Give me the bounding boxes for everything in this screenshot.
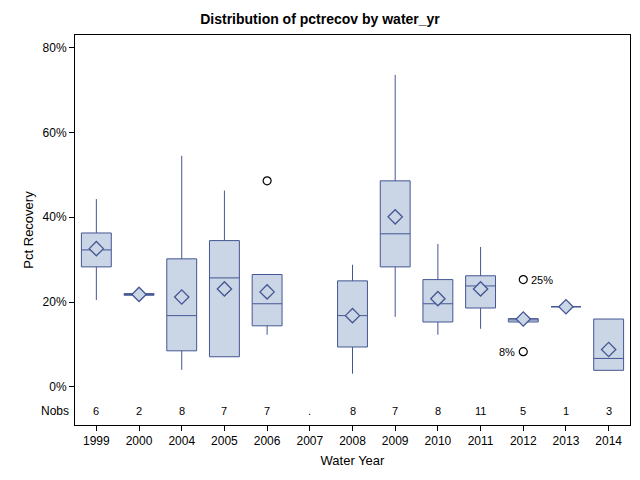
svg-text:5: 5	[520, 405, 526, 417]
svg-text:60%: 60%	[43, 126, 67, 140]
svg-text:Distribution of pctrecov by wa: Distribution of pctrecov by water_yr	[200, 11, 440, 27]
svg-text:1: 1	[563, 405, 569, 417]
svg-text:7: 7	[221, 405, 227, 417]
svg-text:2012: 2012	[510, 434, 537, 448]
svg-text:2004: 2004	[168, 434, 195, 448]
svg-text:6: 6	[93, 405, 99, 417]
svg-text:2009: 2009	[382, 434, 409, 448]
svg-text:1999: 1999	[83, 434, 110, 448]
svg-text:2011: 2011	[468, 434, 494, 448]
svg-text:11: 11	[475, 405, 486, 417]
svg-text:80%: 80%	[43, 41, 67, 55]
svg-text:Nobs: Nobs	[41, 404, 69, 418]
svg-text:Water Year: Water Year	[321, 453, 386, 468]
svg-text:.: .	[308, 405, 311, 417]
svg-text:2: 2	[136, 405, 142, 417]
svg-text:2014: 2014	[595, 434, 622, 448]
svg-text:7: 7	[392, 405, 398, 417]
svg-text:3: 3	[606, 405, 612, 417]
svg-text:8: 8	[179, 405, 185, 417]
svg-text:7: 7	[264, 405, 270, 417]
svg-text:40%: 40%	[43, 210, 67, 224]
svg-text:2010: 2010	[425, 434, 452, 448]
svg-text:2006: 2006	[254, 434, 281, 448]
svg-text:2013: 2013	[553, 434, 580, 448]
svg-text:25%: 25%	[531, 274, 553, 286]
svg-text:2007: 2007	[296, 434, 323, 448]
svg-text:2000: 2000	[126, 434, 153, 448]
svg-text:2008: 2008	[339, 434, 366, 448]
svg-text:8: 8	[435, 405, 441, 417]
svg-text:Pct Recovery: Pct Recovery	[21, 191, 36, 269]
svg-text:0%: 0%	[49, 380, 67, 394]
svg-text:8%: 8%	[499, 346, 515, 358]
svg-text:20%: 20%	[43, 295, 67, 309]
svg-text:8: 8	[350, 405, 356, 417]
svg-text:2005: 2005	[211, 434, 238, 448]
